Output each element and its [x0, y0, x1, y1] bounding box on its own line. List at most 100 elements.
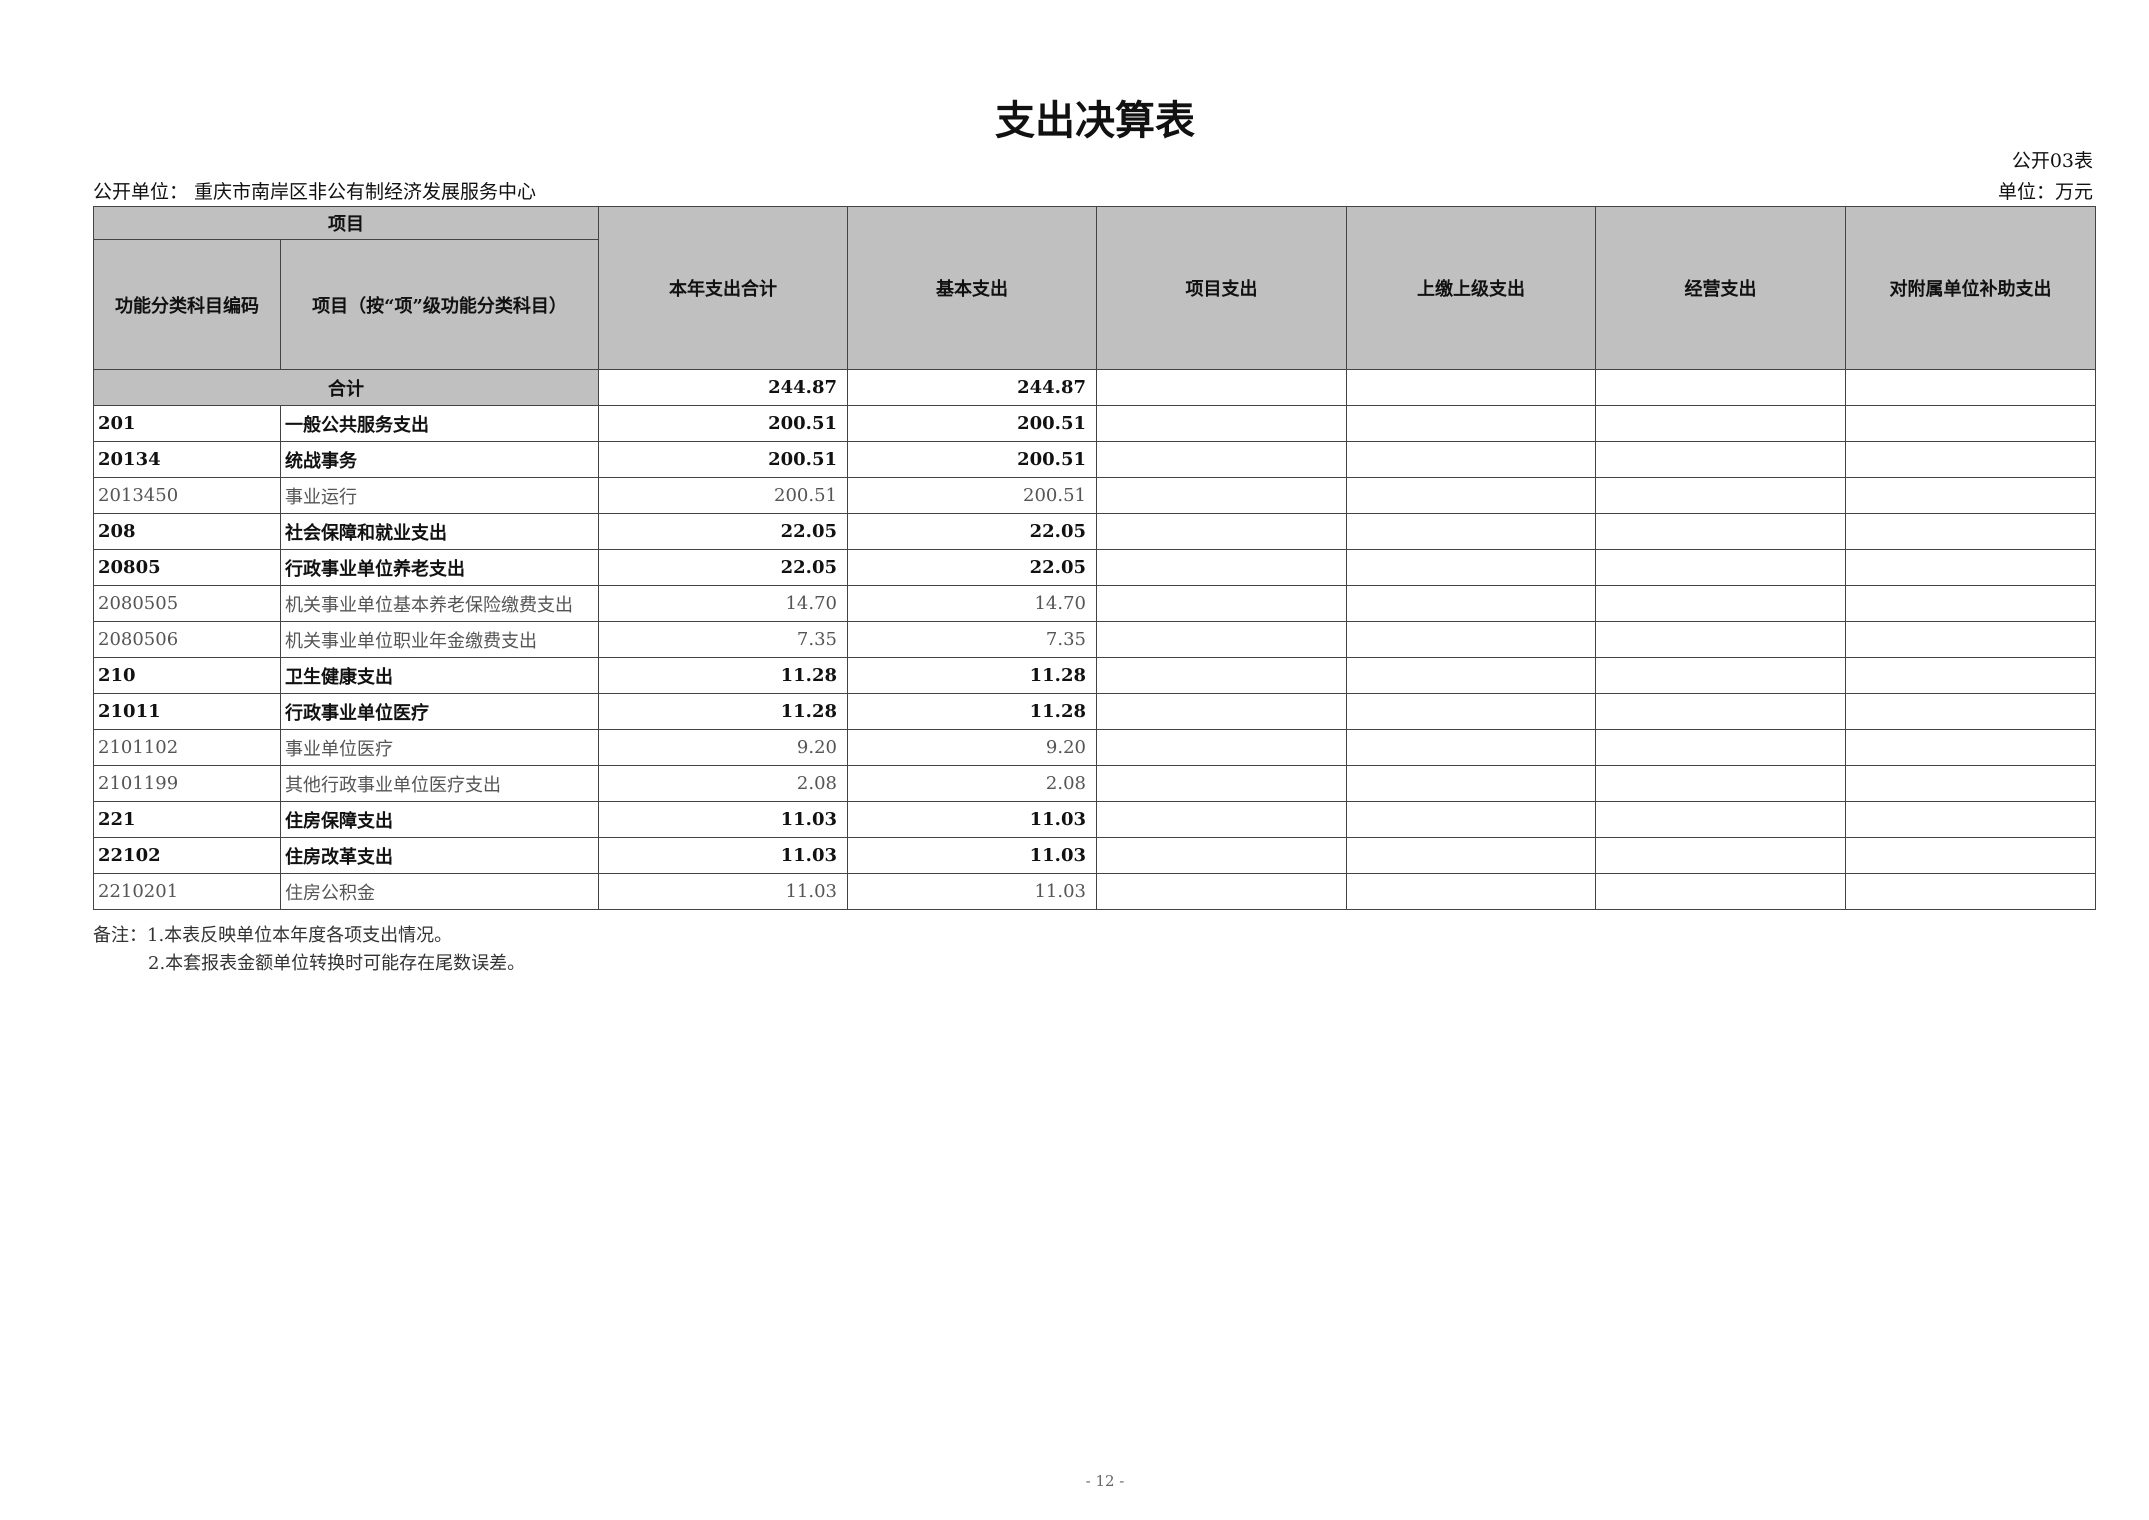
table-row: 210 卫生健康支出 11.28 11.28 — [93, 657, 2096, 694]
empty-cell — [1845, 513, 2096, 550]
row-basic: 2.08 — [847, 765, 1097, 802]
empty-cell — [1346, 441, 1596, 478]
empty-cell — [1845, 729, 2096, 766]
row-code: 20805 — [93, 549, 281, 586]
row-basic: 200.51 — [847, 405, 1097, 442]
row-total: 200.51 — [598, 441, 848, 478]
row-code: 210 — [93, 657, 281, 694]
empty-cell — [1845, 405, 2096, 442]
empty-cell — [1346, 873, 1596, 910]
empty-cell — [1346, 369, 1596, 406]
row-name: 住房保障支出 — [280, 801, 599, 838]
total-row: 合计 244.87 244.87 — [93, 369, 2096, 406]
empty-cell — [1096, 405, 1347, 442]
table-row: 221 住房保障支出 11.03 11.03 — [93, 801, 2096, 838]
empty-cell — [1845, 837, 2096, 874]
row-name: 住房改革支出 — [280, 837, 599, 874]
empty-cell — [1346, 765, 1596, 802]
empty-cell — [1845, 549, 2096, 586]
empty-cell — [1845, 801, 2096, 838]
header-upper: 上缴上级支出 — [1346, 206, 1596, 370]
header-subsidy: 对附属单位补助支出 — [1845, 206, 2096, 370]
empty-cell — [1096, 657, 1347, 694]
empty-cell — [1096, 837, 1347, 874]
row-code: 2013450 — [93, 477, 281, 514]
row-basic: 11.28 — [847, 657, 1097, 694]
row-total: 2.08 — [598, 765, 848, 802]
empty-cell — [1096, 621, 1347, 658]
row-code: 221 — [93, 801, 281, 838]
empty-cell — [1096, 873, 1347, 910]
row-name: 其他行政事业单位医疗支出 — [280, 765, 599, 802]
header-code: 功能分类科目编码 — [93, 239, 281, 370]
empty-cell — [1096, 441, 1347, 478]
row-total: 22.05 — [598, 549, 848, 586]
table-row: 2210201 住房公积金 11.03 11.03 — [93, 873, 2096, 910]
empty-cell — [1845, 657, 2096, 694]
empty-cell — [1595, 837, 1846, 874]
table-row: 2101102 事业单位医疗 9.20 9.20 — [93, 729, 2096, 766]
empty-cell — [1595, 801, 1846, 838]
table-row: 20134 统战事务 200.51 200.51 — [93, 441, 2096, 478]
reporting-unit: 公开单位： 重庆市南岸区非公有制经济发展服务中心 — [93, 181, 537, 203]
header-name: 项目（按“项”级功能分类科目） — [280, 239, 599, 370]
row-total: 11.28 — [598, 657, 848, 694]
row-basic: 7.35 — [847, 621, 1097, 658]
page-title: 支出决算表 — [995, 97, 1195, 144]
empty-cell — [1845, 765, 2096, 802]
row-code: 2080505 — [93, 585, 281, 622]
row-total: 200.51 — [598, 405, 848, 442]
row-basic: 11.03 — [847, 873, 1097, 910]
row-code: 21011 — [93, 693, 281, 730]
empty-cell — [1346, 513, 1596, 550]
row-name: 行政事业单位医疗 — [280, 693, 599, 730]
row-code: 2080506 — [93, 621, 281, 658]
empty-cell — [1595, 621, 1846, 658]
empty-cell — [1595, 765, 1846, 802]
row-code: 2101199 — [93, 765, 281, 802]
empty-cell — [1346, 801, 1596, 838]
row-code: 22102 — [93, 837, 281, 874]
row-name: 社会保障和就业支出 — [280, 513, 599, 550]
empty-cell — [1346, 657, 1596, 694]
header-project-expenditure: 项目支出 — [1096, 206, 1347, 370]
empty-cell — [1845, 873, 2096, 910]
row-total: 9.20 — [598, 729, 848, 766]
row-name: 一般公共服务支出 — [280, 405, 599, 442]
empty-cell — [1595, 729, 1846, 766]
empty-cell — [1845, 585, 2096, 622]
empty-cell — [1595, 441, 1846, 478]
row-total: 11.03 — [598, 801, 848, 838]
empty-cell — [1845, 477, 2096, 514]
table-row: 201 一般公共服务支出 200.51 200.51 — [93, 405, 2096, 442]
header-total: 本年支出合计 — [598, 206, 848, 370]
row-name: 事业单位医疗 — [280, 729, 599, 766]
empty-cell — [1595, 585, 1846, 622]
table-row: 22102 住房改革支出 11.03 11.03 — [93, 837, 2096, 874]
empty-cell — [1595, 657, 1846, 694]
empty-cell — [1096, 513, 1347, 550]
empty-cell — [1346, 693, 1596, 730]
row-total: 11.28 — [598, 693, 848, 730]
note-1: 备注：1.本表反映单位本年度各项支出情况。 — [93, 925, 453, 946]
empty-cell — [1845, 441, 2096, 478]
empty-cell — [1595, 405, 1846, 442]
currency-unit: 单位：万元 — [1997, 181, 2093, 203]
empty-cell — [1346, 405, 1596, 442]
row-total: 7.35 — [598, 621, 848, 658]
row-name: 机关事业单位基本养老保险缴费支出 — [280, 585, 599, 622]
row-total: 14.70 — [598, 585, 848, 622]
table-row: 20805 行政事业单位养老支出 22.05 22.05 — [93, 549, 2096, 586]
total-basic: 244.87 — [847, 369, 1097, 406]
expenditure-table: 项目 本年支出合计 基本支出 项目支出 上缴上级支出 经营支出 对附属单位补助支… — [93, 206, 2096, 910]
empty-cell — [1096, 585, 1347, 622]
row-name: 事业运行 — [280, 477, 599, 514]
empty-cell — [1096, 477, 1347, 514]
row-code: 20134 — [93, 441, 281, 478]
notes: 备注：1.本表反映单位本年度各项支出情况。 2.本套报表金额单位转换时可能存在尾… — [93, 922, 525, 978]
row-name: 机关事业单位职业年金缴费支出 — [280, 621, 599, 658]
row-basic: 14.70 — [847, 585, 1097, 622]
table-row: 208 社会保障和就业支出 22.05 22.05 — [93, 513, 2096, 550]
row-name: 行政事业单位养老支出 — [280, 549, 599, 586]
